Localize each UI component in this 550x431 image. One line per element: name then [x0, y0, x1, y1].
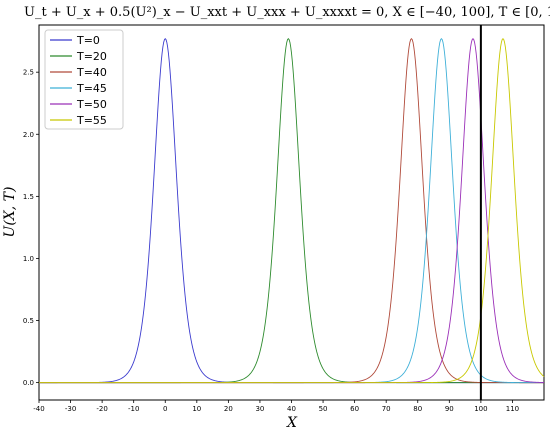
legend-label-4: T=50 [76, 98, 107, 111]
x-tick-label-10: 60 [350, 405, 359, 413]
chart-title: U_t + U_x + 0.5(U²)_x − U_xxt + U_xxx + … [24, 5, 550, 20]
y-tick-label-1: 0.5 [23, 317, 34, 325]
x-tick-label-3: -10 [128, 405, 139, 413]
x-tick-label-6: 20 [224, 405, 233, 413]
x-tick-label-7: 30 [255, 405, 264, 413]
legend: T=0 T=20 T=40 T=45 T=50 T=55 [44, 29, 124, 130]
x-tick-label-2: -20 [96, 405, 107, 413]
x-axis-label: X [286, 415, 298, 431]
y-tick-label-5: 2.5 [23, 69, 34, 77]
y-tick-label-4: 2.0 [23, 131, 34, 139]
x-tick-label-15: 110 [506, 405, 519, 413]
x-tick-label-5: 10 [192, 405, 201, 413]
x-tick-label-8: 40 [287, 405, 296, 413]
x-tick-label-9: 50 [319, 405, 328, 413]
y-tick-label-0: 0.0 [23, 379, 34, 387]
x-axis-ticks: -40 -30 -20 -10 0 10 20 30 40 50 60 70 80 90 100 110 [33, 400, 519, 413]
legend-label-1: T=20 [76, 50, 107, 63]
x-tick-label-0: -40 [33, 405, 44, 413]
legend-label-5: T=55 [76, 114, 107, 127]
x-tick-label-14: 100 [474, 405, 487, 413]
x-tick-label-12: 80 [413, 405, 422, 413]
x-tick-label-4: 0 [163, 405, 167, 413]
y-axis-ticks: 0.0 0.5 1.0 1.5 2.0 2.5 [23, 69, 39, 387]
x-tick-label-1: -30 [65, 405, 76, 413]
legend-label-2: T=40 [76, 66, 107, 79]
series-line-5 [39, 37, 545, 384]
y-axis-label: U(X, T) [2, 187, 18, 238]
series-group [39, 37, 545, 384]
legend-label-3: T=45 [76, 82, 107, 95]
y-tick-label-3: 1.5 [23, 193, 34, 201]
y-tick-label-2: 1.0 [23, 255, 34, 263]
legend-label-0: T=0 [76, 34, 100, 47]
x-tick-label-13: 90 [445, 405, 454, 413]
x-tick-label-11: 70 [382, 405, 391, 413]
